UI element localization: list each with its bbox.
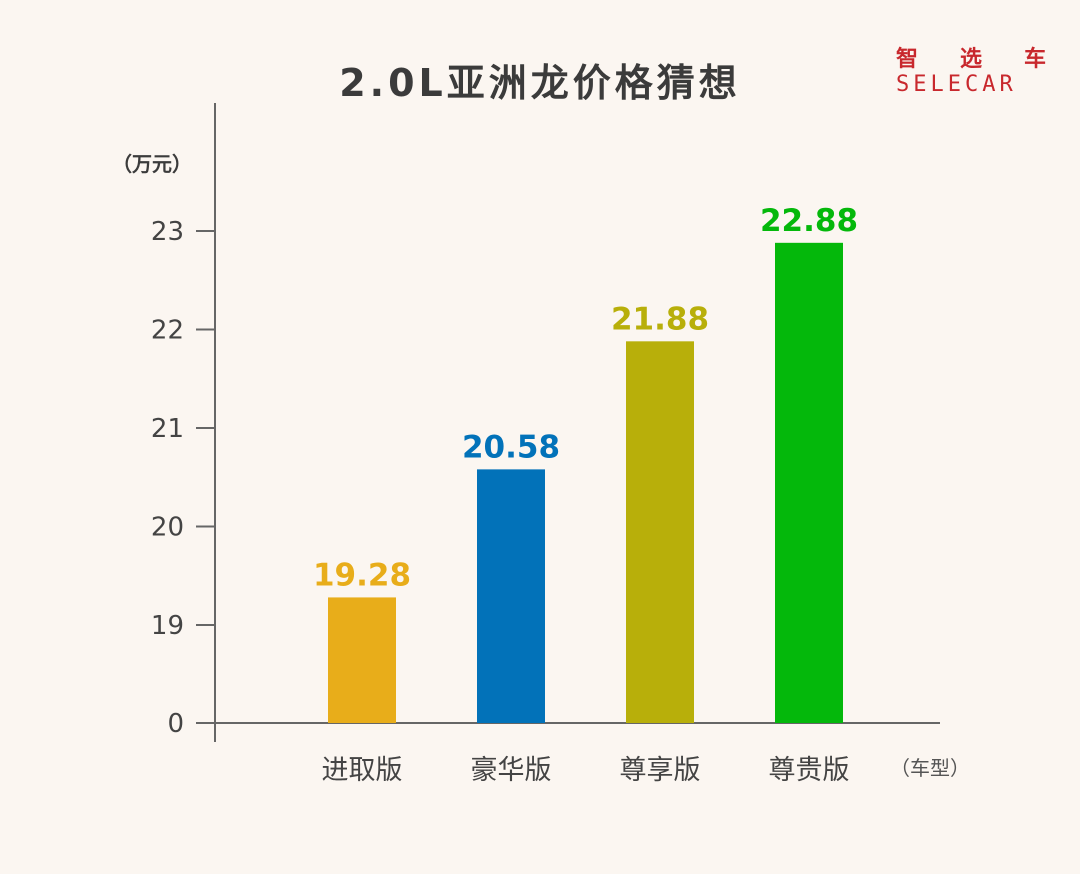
x-axis-unit: （车型） bbox=[890, 756, 970, 780]
y-tick-label: 19 bbox=[151, 611, 184, 641]
bar bbox=[775, 242, 843, 723]
bar bbox=[626, 341, 694, 723]
logo-char: 智 bbox=[896, 47, 919, 72]
y-tick-label: 20 bbox=[151, 513, 184, 543]
selecar-logo: 智 选 车 SELECAR bbox=[896, 48, 1056, 98]
x-category-label: 尊贵版 bbox=[769, 755, 850, 786]
x-category-label: 进取版 bbox=[322, 755, 403, 786]
bar-value-label: 22.88 bbox=[760, 203, 858, 239]
y-axis-unit: （万元） bbox=[112, 152, 192, 176]
x-category-label: 豪华版 bbox=[471, 755, 552, 786]
logo-en: SELECAR bbox=[896, 72, 1017, 97]
bar bbox=[477, 469, 545, 723]
bar-value-label: 20.58 bbox=[462, 429, 560, 465]
bar bbox=[328, 597, 396, 723]
logo-char: 车 bbox=[1023, 47, 1046, 72]
chart-title: 2.0L亚洲龙价格猜想 bbox=[339, 61, 741, 105]
y-tick-label: 23 bbox=[151, 217, 184, 247]
logo-char: 选 bbox=[959, 47, 982, 72]
logo-cn: 智 选 车 bbox=[896, 48, 1046, 72]
bar-value-label: 19.28 bbox=[313, 557, 411, 593]
y-tick-label: 22 bbox=[151, 316, 184, 346]
y-tick-label: 21 bbox=[151, 414, 184, 444]
x-category-label: 尊享版 bbox=[620, 755, 701, 786]
y-tick-label: 0 bbox=[167, 709, 184, 739]
bar-value-label: 21.88 bbox=[611, 301, 709, 337]
